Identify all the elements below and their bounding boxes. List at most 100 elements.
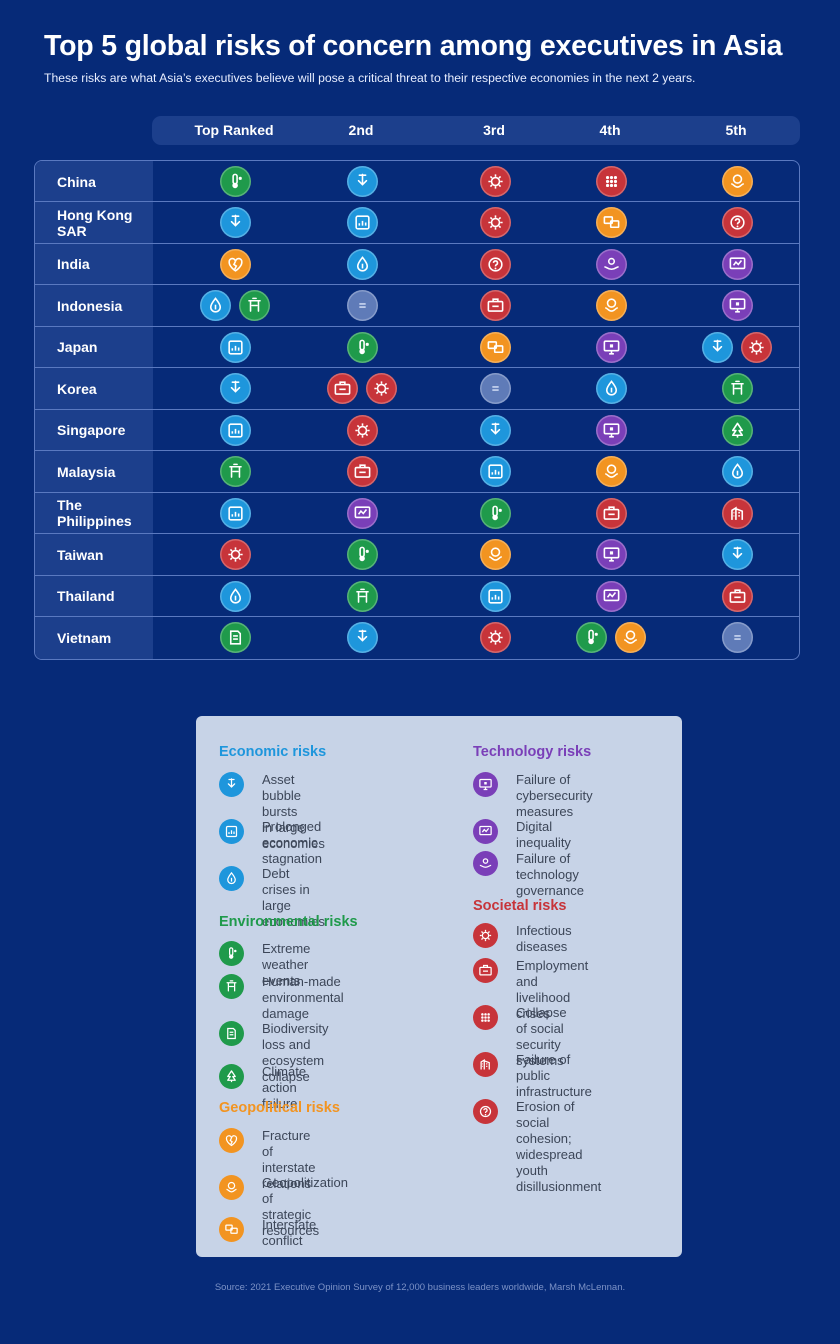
employment-icon [327, 373, 358, 405]
stagnation-icon [219, 331, 251, 363]
table-row: Singapore [35, 408, 799, 452]
rank-cell [551, 451, 671, 493]
rank-cell [677, 368, 797, 410]
legend-item-label: Interstate conflict [262, 1217, 317, 1248]
cybersecurity-icon [595, 331, 627, 363]
rank-cell [302, 161, 422, 203]
interstate-conflict-icon [595, 207, 627, 239]
rank-cell [551, 244, 671, 286]
risk-table: China Hong Kong SAR India Indonesia Japan Kor… [34, 160, 800, 660]
public-infrastructure-icon [721, 497, 753, 529]
legend-heading-economic: Economic risks [219, 744, 327, 760]
climate-action-icon [219, 1064, 244, 1089]
legend-item: Failure of cybersecurity measures [473, 772, 593, 820]
rank-cell [435, 451, 555, 493]
legend-item-label: Collapse of social security systems [516, 1005, 567, 1068]
social-security-icon [473, 1005, 498, 1030]
geopolitization-icon [595, 456, 627, 488]
digital-inequality-icon [595, 580, 627, 612]
debt-crises-icon [346, 248, 378, 280]
table-row: Hong Kong SAR [35, 201, 799, 244]
country-name: Indonesia [57, 297, 123, 314]
interstate-conflict-icon [219, 1217, 244, 1242]
page-subtitle: These risks are what Asia’s executives b… [44, 71, 696, 85]
rank-cell [302, 576, 422, 618]
rank-cell [435, 285, 555, 327]
extreme-weather-icon [219, 166, 251, 198]
rank-cell [175, 285, 295, 327]
rank-cell [551, 410, 671, 452]
rank-cell [677, 493, 797, 535]
legend-item: Climate action failure [219, 1064, 306, 1112]
country-name: India [57, 256, 90, 273]
human-damage-icon [721, 373, 753, 405]
cybersecurity-icon [595, 539, 627, 571]
tech-governance-icon [595, 248, 627, 280]
asset-bubble-icon [219, 207, 251, 239]
rank-cell [175, 410, 295, 452]
rank-cell [551, 493, 671, 535]
stagnation-icon [346, 207, 378, 239]
human-damage-icon [239, 290, 270, 322]
rank-cell [677, 244, 797, 286]
rank-cell [677, 451, 797, 493]
table-row: Taiwan [35, 533, 799, 576]
rank-cell [175, 617, 295, 659]
rank-cell [175, 534, 295, 576]
rank-cell [435, 202, 555, 244]
fracture-interstate-icon [219, 248, 251, 280]
rank-cell [677, 576, 797, 618]
debt-crises-icon [721, 456, 753, 488]
rank-cell [302, 534, 422, 576]
stagnation-icon [219, 497, 251, 529]
legend-item-label: Human-made environmental damage [262, 974, 344, 1021]
legend-item-label: Failure of cybersecurity measures [516, 772, 593, 819]
legend-item: Employment and livelihood crises [473, 958, 588, 1022]
legend-item-label: Fracture of interstate relations [262, 1128, 316, 1191]
rank-cell [677, 534, 797, 576]
rank-cell [677, 202, 797, 244]
digital-inequality-icon [346, 497, 378, 529]
rank-cell [435, 493, 555, 535]
asset-bubble-icon [346, 622, 378, 654]
employment-icon [473, 958, 498, 983]
employment-icon [721, 580, 753, 612]
rank-cell [302, 285, 422, 327]
legend-item: Fracture of interstate relations [219, 1128, 315, 1192]
rank-cell [551, 368, 671, 410]
social-security-icon [595, 166, 627, 198]
legend-item: Biodiversity loss and ecosystem collapse [219, 1021, 328, 1085]
infectious-diseases-icon [479, 166, 511, 198]
geopolitization-icon [595, 290, 627, 322]
rank-cell [302, 617, 422, 659]
infectious-diseases-icon [366, 373, 397, 405]
extreme-weather-icon [346, 331, 378, 363]
rank-cell [551, 202, 671, 244]
rank-cell [302, 493, 422, 535]
legend-item-label: Prolonged economic stagnation [262, 819, 322, 866]
country-name: Hong Kong SAR [57, 206, 133, 239]
country-name: Taiwan [57, 546, 104, 563]
human-damage-icon [219, 456, 251, 488]
debt-crises-icon [219, 866, 244, 891]
column-header-5: 5th [725, 122, 747, 138]
rank-cell [175, 161, 295, 203]
infectious-diseases-icon [473, 923, 498, 948]
rank-cell [435, 161, 555, 203]
table-row: Korea [35, 367, 799, 410]
page-title: Top 5 global risks of concern among exec… [44, 30, 783, 62]
equal-icon [479, 373, 511, 405]
rank-cell [175, 451, 295, 493]
rank-cell [302, 202, 422, 244]
digital-inequality-icon [721, 248, 753, 280]
legend-item: Erosion of social cohesion; widespread y… [473, 1099, 601, 1195]
debt-crises-icon [219, 580, 251, 612]
source-note: Source: 2021 Executive Opinion Survey of… [214, 1282, 626, 1293]
rank-cell [551, 161, 671, 203]
biodiversity-icon [219, 622, 251, 654]
infectious-diseases-icon [479, 622, 511, 654]
stagnation-icon [479, 456, 511, 488]
country-name: Korea [57, 380, 97, 397]
rank-cell [435, 534, 555, 576]
legend-item-label: Employment and livelihood crises [516, 958, 589, 1021]
